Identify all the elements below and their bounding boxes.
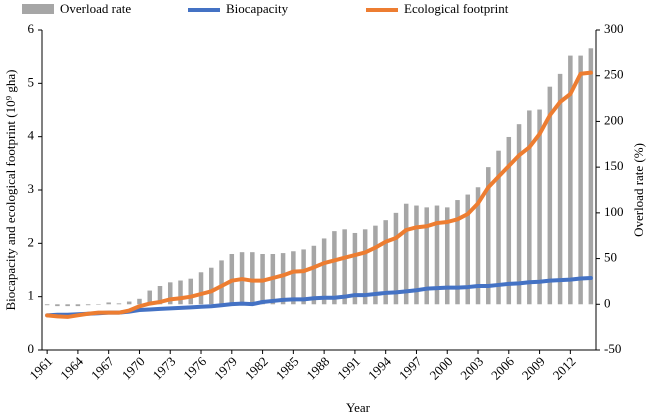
bar — [209, 267, 214, 305]
y2-tick-label: 200 — [604, 112, 624, 127]
y2-axis-label: Overload rate (%) — [631, 143, 646, 237]
y-tick-label: 3 — [28, 181, 35, 196]
bar — [373, 225, 378, 305]
y2-tick-label: 100 — [604, 204, 624, 219]
bar — [537, 109, 542, 305]
x-tick-label: 1997 — [396, 353, 425, 382]
x-tick-label: 1973 — [149, 354, 178, 383]
bar — [424, 207, 429, 305]
bar — [578, 55, 583, 305]
y-tick-label: 1 — [28, 288, 35, 303]
bar — [568, 55, 573, 305]
bar — [362, 229, 368, 305]
bar — [291, 251, 296, 305]
bar — [106, 302, 111, 305]
x-tick-label: 2003 — [457, 354, 486, 383]
bar — [403, 203, 409, 305]
x-tick-label: 2000 — [426, 354, 455, 383]
bar — [321, 238, 327, 305]
bar — [506, 136, 512, 305]
bar — [250, 252, 255, 305]
bar — [527, 110, 532, 305]
y-tick-label: 0 — [28, 341, 35, 356]
bar — [455, 200, 460, 305]
x-tick-label: 1970 — [119, 354, 148, 383]
bar — [588, 48, 594, 305]
y2-tick-label: 250 — [604, 67, 624, 82]
y-axis-label: Biocapacity and ecological footprint (10… — [3, 70, 18, 311]
x-tick-label: 1976 — [180, 353, 209, 382]
x-tick-label: 1979 — [211, 354, 240, 383]
bar — [198, 272, 204, 305]
y2-tick-label: 300 — [604, 21, 624, 36]
y2-tick-label: -50 — [604, 341, 621, 356]
bar — [188, 278, 194, 305]
bar — [55, 304, 60, 307]
bar — [219, 260, 224, 305]
x-axis-label: Year — [346, 400, 371, 415]
x-tick-label: 2006 — [488, 353, 517, 382]
x-tick-label: 1967 — [88, 353, 117, 382]
bar — [157, 286, 163, 305]
bar — [116, 303, 122, 305]
bar — [65, 304, 70, 307]
bar — [486, 167, 491, 305]
bar — [44, 304, 50, 306]
bar — [444, 207, 450, 305]
bar — [547, 86, 553, 305]
y-tick-label: 4 — [28, 128, 35, 143]
bar — [383, 220, 388, 305]
x-tick-label: 1961 — [26, 354, 55, 383]
bar — [137, 298, 142, 305]
y2-tick-label: 0 — [604, 295, 611, 310]
x-tick-label: 1991 — [334, 354, 363, 383]
bar — [465, 194, 471, 305]
bar — [342, 229, 347, 305]
x-tick-label: 1994 — [365, 353, 394, 382]
bar — [178, 280, 183, 305]
bar — [475, 187, 481, 305]
legend-label: Overload rate — [60, 1, 131, 16]
bar — [434, 205, 440, 305]
bar — [126, 301, 132, 305]
x-tick-label: 2012 — [550, 354, 579, 383]
x-tick-label: 1985 — [273, 354, 302, 383]
bar — [496, 150, 501, 305]
legend-swatch — [22, 4, 54, 14]
y-tick-label: 6 — [28, 21, 35, 36]
y-tick-label: 5 — [28, 74, 35, 89]
line — [45, 276, 593, 318]
bar — [352, 232, 358, 305]
x-tick-label: 1964 — [57, 353, 86, 382]
legend-label: Biocapacity — [226, 1, 289, 16]
bar — [96, 304, 101, 305]
x-tick-label: 1982 — [242, 354, 271, 383]
bar — [280, 253, 286, 305]
bar — [85, 304, 91, 306]
x-tick-label: 1988 — [303, 354, 332, 383]
bar — [414, 205, 419, 305]
bar — [311, 245, 317, 305]
legend-label: Ecological footprint — [404, 1, 509, 16]
bar — [75, 304, 81, 307]
bar — [516, 124, 522, 305]
line — [45, 70, 593, 319]
x-tick-label: 2009 — [519, 354, 548, 383]
y-tick-label: 2 — [28, 234, 35, 249]
bar — [147, 290, 152, 305]
bar — [167, 282, 173, 305]
bar — [557, 73, 563, 305]
bar — [332, 231, 337, 305]
y2-tick-label: 50 — [604, 250, 617, 265]
bar — [301, 249, 306, 305]
bar — [393, 212, 399, 305]
y2-tick-label: 150 — [604, 158, 624, 173]
